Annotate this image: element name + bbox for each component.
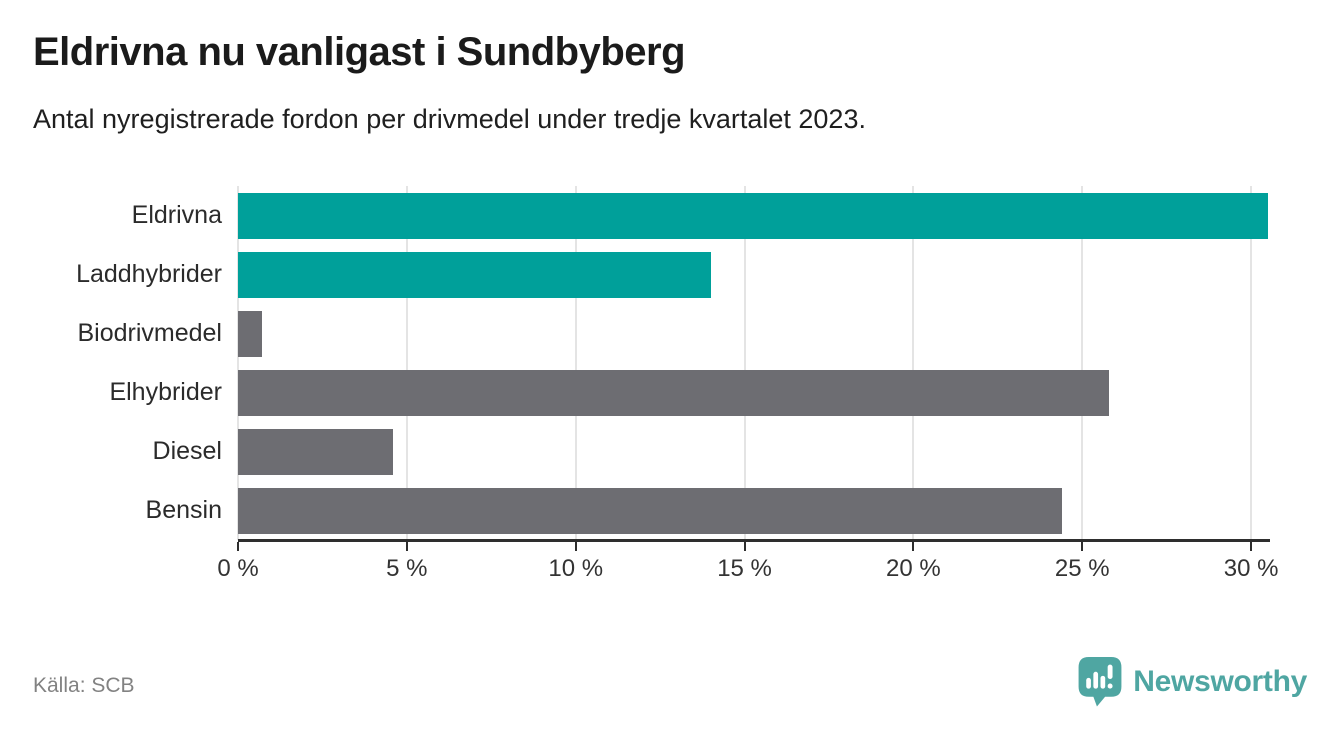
bar-diesel (238, 428, 394, 475)
newsworthy-logo: Newsworthy (1077, 656, 1307, 707)
category-label: Laddhybrider (76, 260, 222, 288)
newsworthy-icon (1078, 657, 1122, 707)
axis-tick (743, 542, 746, 551)
chart-subtitle: Antal nyregistrerade fordon per drivmede… (33, 104, 866, 134)
axis-tick-label: 15 % (717, 555, 772, 582)
bar-laddhybrider (238, 251, 711, 298)
page-title: Eldrivna nu vanligast i Sundbyberg (33, 30, 686, 74)
gridline (574, 186, 577, 540)
axis-tick-label: 30 % (1223, 555, 1279, 582)
category-axis: Eldrivna Laddhybrider Biodrivmedel Elhybrid… (0, 186, 222, 540)
gridline (237, 186, 239, 540)
axis-tick-label: 20 % (886, 555, 941, 582)
category-label: Diesel (152, 437, 222, 465)
axis-tick (912, 542, 915, 551)
gridline (743, 186, 746, 540)
axis-tick (1250, 542, 1253, 551)
category-label: Biodrivmedel (77, 319, 222, 347)
category-label: Elhybrider (109, 378, 222, 406)
plot-area (237, 186, 1268, 540)
gridline (912, 186, 915, 540)
bar-elhybrider (238, 369, 1110, 416)
newsworthy-wordmark: Newsworthy (1133, 664, 1307, 698)
axis-tick (405, 542, 408, 551)
axis-tick (574, 542, 577, 551)
gridline (1250, 186, 1253, 540)
axis-tick-label: 5 % (386, 555, 428, 582)
axis-tick-label: 25 % (1054, 555, 1110, 582)
x-axis-line (238, 539, 1270, 542)
gridline (405, 186, 408, 540)
axis-tick (237, 542, 239, 551)
bar-biodrivmedel (238, 310, 262, 357)
axis-tick-label: 0 % (217, 555, 259, 582)
bar-bensin (238, 487, 1062, 534)
x-axis-ticks: 0 % 5 % 10 % 15 % 20 % 25 % 30 % (217, 542, 1278, 587)
category-label: Bensin (145, 496, 222, 524)
source-note: Källa: SCB (33, 674, 135, 697)
axis-tick-label: 10 % (548, 555, 604, 582)
bar-eldrivna (238, 192, 1268, 239)
gridline (1081, 186, 1084, 540)
axis-tick (1081, 542, 1084, 551)
category-label: Eldrivna (131, 201, 222, 229)
